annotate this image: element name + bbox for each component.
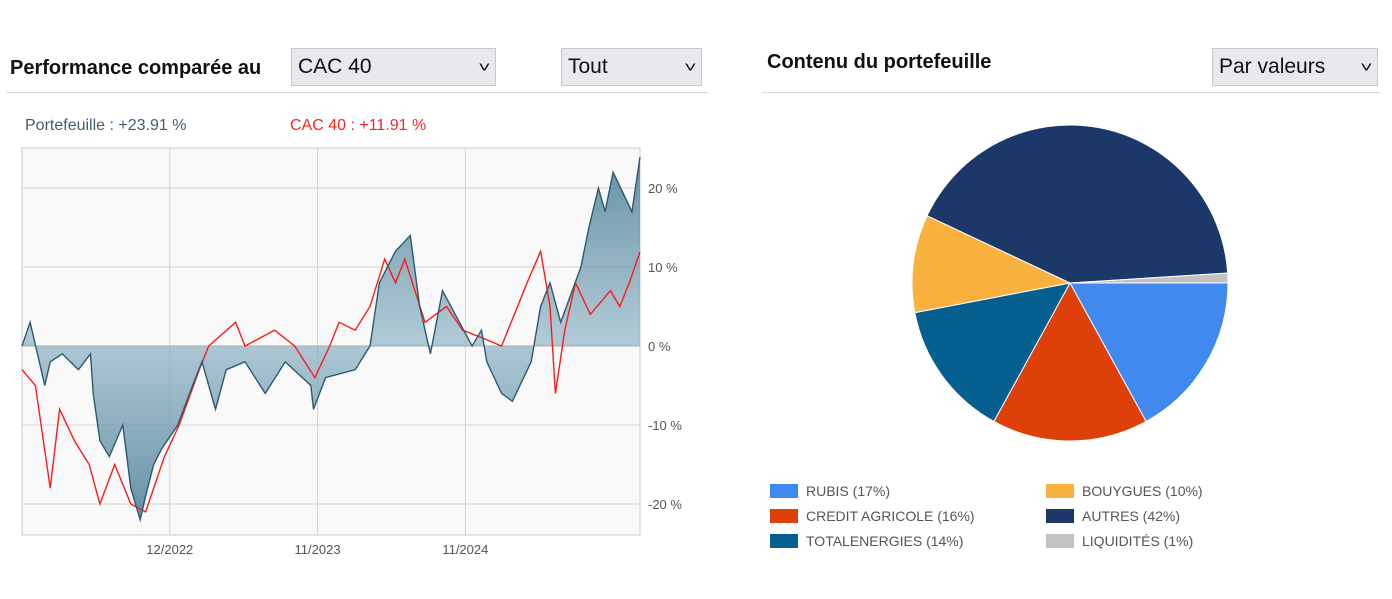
- legend-item: RUBIS (17%): [770, 483, 890, 499]
- legend-item: TOTALENERGIES (14%): [770, 533, 963, 549]
- legend-item: BOUYGUES (10%): [1046, 483, 1203, 499]
- y-tick-label: 20 %: [648, 181, 678, 196]
- divider: [762, 92, 1380, 93]
- legend-item: LIQUIDITÉS (1%): [1046, 533, 1193, 549]
- performance-title: Performance comparée au: [10, 57, 262, 79]
- chevron-down-icon: ˅: [684, 58, 697, 76]
- x-tick-label: 12/2022: [146, 542, 193, 557]
- legend-swatch: [770, 509, 798, 523]
- benchmark-select[interactable]: CAC 40 ˅: [291, 48, 496, 86]
- legend-swatch: [1046, 509, 1074, 523]
- x-tick-label: 11/2024: [442, 542, 488, 557]
- legend-label: RUBIS (17%): [806, 483, 891, 499]
- benchmark-select-value: CAC 40: [298, 55, 372, 78]
- pie-slice: [993, 281, 1147, 442]
- portfolio-line: [21, 156, 641, 523]
- y-tick-label: -20 %: [648, 497, 682, 512]
- legend-portfolio: Portefeuille : +23.91 %: [25, 117, 187, 134]
- legend-swatch: [1046, 534, 1074, 548]
- performance-chart: 20 % 10 % 0 % -10 % -20 % 12/2022 11/2023 11/20…: [21, 147, 682, 557]
- y-tick-label: 0 %: [648, 339, 671, 354]
- legend-swatch: [770, 534, 798, 548]
- legend-label: CREDIT AGRICOLE (16%): [806, 508, 975, 524]
- chevron-down-icon: ˅: [478, 58, 491, 76]
- portfolio-title: Contenu du portefeuille: [767, 51, 992, 73]
- pie-slice: [1069, 272, 1229, 284]
- cac40-line: [21, 248, 641, 513]
- legend-label: TOTALENERGIES (14%): [806, 533, 964, 549]
- chevron-down-icon: ˅: [1360, 58, 1373, 76]
- view-select-value: Par valeurs: [1219, 55, 1326, 78]
- x-tick-label: 11/2023: [295, 542, 341, 557]
- divider: [6, 92, 708, 93]
- legend-item: AUTRES (42%): [1046, 508, 1180, 524]
- period-select-value: Tout: [568, 55, 608, 78]
- y-tick-label: 10 %: [648, 260, 678, 275]
- pie-slice: [911, 215, 1072, 314]
- legend-label: AUTRES (42%): [1082, 508, 1181, 524]
- period-select[interactable]: Tout ˅: [561, 48, 702, 86]
- legend-cac40: CAC 40 : +11.91 %: [290, 117, 427, 134]
- legend-swatch: [770, 484, 798, 498]
- legend-label: BOUYGUES (10%): [1082, 483, 1203, 499]
- legend-swatch: [1046, 484, 1074, 498]
- view-select[interactable]: Par valeurs ˅: [1212, 48, 1378, 86]
- pie-slice: [1069, 282, 1229, 423]
- pie-slice: [914, 282, 1071, 423]
- pie-slice: [926, 124, 1229, 284]
- legend-label: LIQUIDITÉS (1%): [1082, 533, 1194, 549]
- legend-item: CREDIT AGRICOLE (16%): [770, 508, 975, 524]
- y-tick-label: -10 %: [648, 418, 682, 433]
